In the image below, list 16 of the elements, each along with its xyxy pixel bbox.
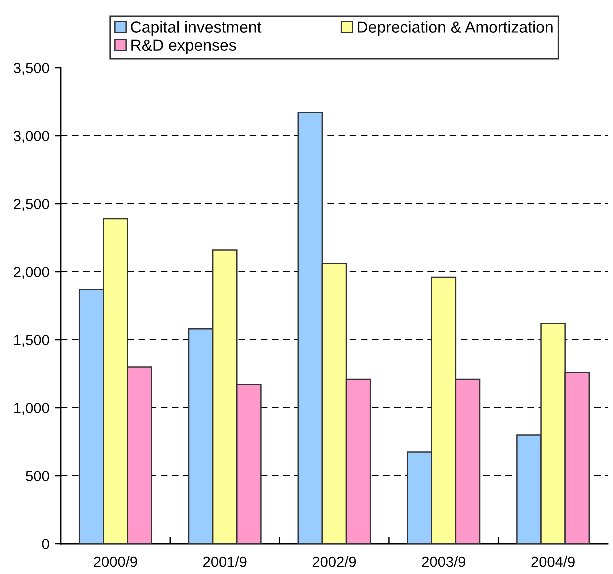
- legend-label: Capital investment: [131, 21, 262, 36]
- y-tick-label: 2,500: [14, 199, 50, 212]
- y-tick-label: 1,500: [14, 335, 50, 348]
- legend-label: R&D expenses: [132, 40, 236, 54]
- y-tick-label: 1,000: [14, 403, 50, 416]
- y-tick-label: 3,000: [14, 131, 50, 144]
- x-tick-label: 2004/9: [532, 556, 575, 568]
- x-tick-label: 2000/9: [94, 556, 138, 568]
- y-tick-label: 0: [42, 539, 50, 550]
- x-tick-label: 2002/9: [312, 556, 356, 568]
- x-tick-label: 2003/9: [422, 556, 466, 568]
- y-tick-label: 3,500: [14, 63, 50, 76]
- y-tick-label: 500: [26, 471, 50, 482]
- y-tick-label: 2,000: [14, 267, 50, 280]
- x-tick-label: 2001/9: [204, 556, 247, 568]
- legend-label: Depreciation & Amortization: [358, 21, 553, 36]
